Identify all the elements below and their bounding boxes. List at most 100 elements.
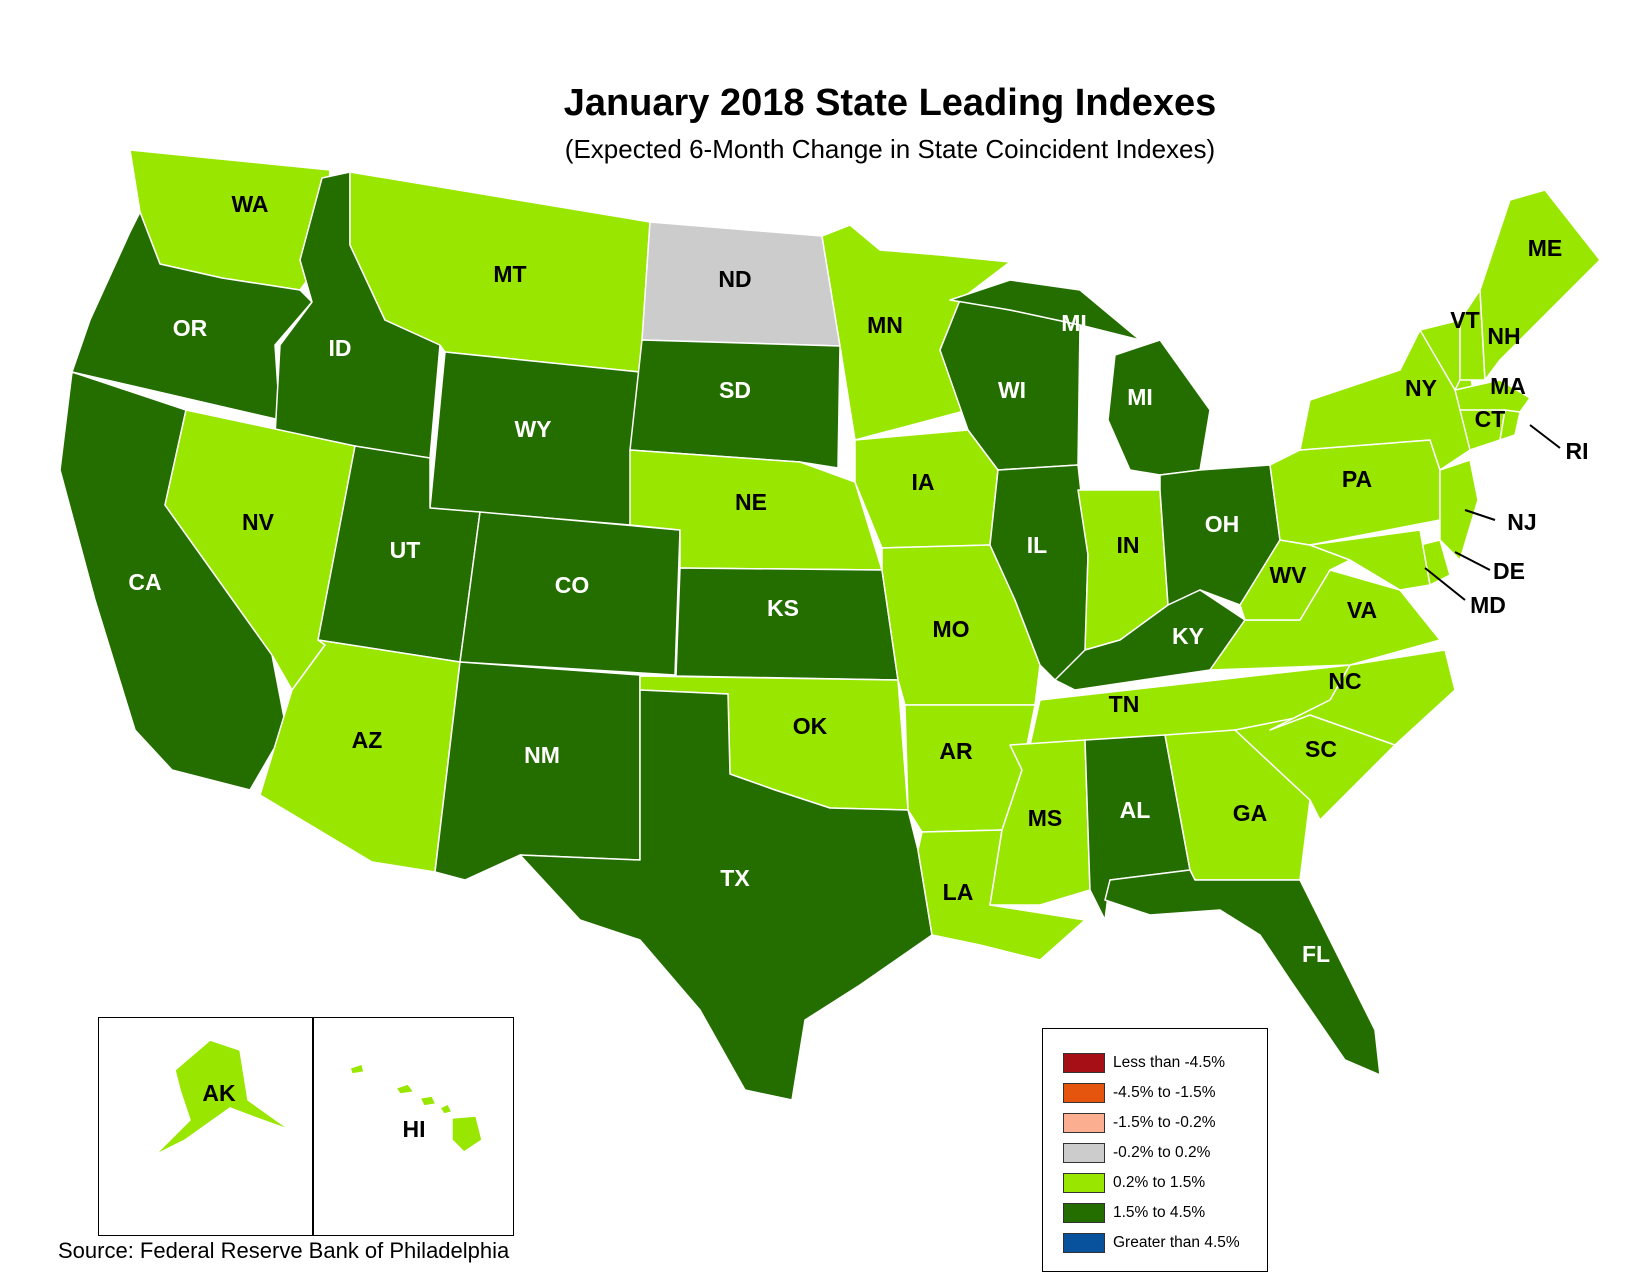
state-label-nm: NM xyxy=(524,742,560,768)
state-label-il: IL xyxy=(1027,532,1047,558)
state-me xyxy=(1479,189,1601,381)
state-label-vt: VT xyxy=(1450,307,1479,333)
state-label-ia: IA xyxy=(912,469,935,495)
state-label-wv: WV xyxy=(1269,562,1307,588)
state-fl xyxy=(1104,869,1381,1076)
state-label-pa: PA xyxy=(1342,466,1372,492)
legend-label: -4.5% to -1.5% xyxy=(1113,1084,1216,1101)
state-label-wi: WI xyxy=(998,377,1026,403)
leader-line-3 xyxy=(1454,551,1491,571)
state-label-co: CO xyxy=(555,572,590,598)
state-label-mi-lower: MI xyxy=(1127,384,1153,410)
state-mi-part-2 xyxy=(1107,339,1211,476)
legend-item: -4.5% to -1.5% xyxy=(1063,1082,1216,1104)
legend-item: 0.2% to 1.5% xyxy=(1063,1172,1205,1194)
state-label-me: ME xyxy=(1528,235,1563,261)
state-label-mn: MN xyxy=(867,312,903,338)
state-or xyxy=(71,211,313,421)
state-label-ri: RI xyxy=(1566,438,1589,464)
state-label-ky: KY xyxy=(1172,623,1204,649)
state-nm xyxy=(434,661,641,881)
state-label-id: ID xyxy=(329,335,352,361)
legend-swatch xyxy=(1063,1173,1105,1193)
state-hi-part-1 xyxy=(349,1063,365,1075)
state-label-mo: MO xyxy=(932,616,969,642)
state-label-va: VA xyxy=(1347,597,1377,623)
legend-item: -0.2% to 0.2% xyxy=(1063,1142,1210,1164)
legend-label: -0.2% to 0.2% xyxy=(1113,1144,1211,1161)
state-label-mt: MT xyxy=(493,261,526,287)
legend-item: Less than -4.5% xyxy=(1063,1052,1225,1074)
legend-label: -1.5% to -0.2% xyxy=(1113,1114,1216,1131)
state-label-ok: OK xyxy=(793,713,828,739)
state-nj xyxy=(1439,459,1479,561)
legend-swatch xyxy=(1063,1083,1105,1103)
state-label-hi: HI xyxy=(403,1116,426,1142)
map-title: January 2018 State Leading Indexes xyxy=(563,82,1217,124)
source-note: Source: Federal Reserve Bank of Philadel… xyxy=(58,1238,510,1263)
state-label-nj: NJ xyxy=(1507,509,1536,535)
hawaii-inset-frame xyxy=(312,1017,514,1236)
state-ks xyxy=(675,567,899,681)
state-label-sd: SD xyxy=(719,377,751,403)
legend: Less than -4.5% -4.5% to -1.5% -1.5% to -0… xyxy=(1042,1028,1268,1272)
leader-line-4 xyxy=(1424,567,1466,601)
state-ri xyxy=(1499,409,1521,441)
state-label-nd: ND xyxy=(718,266,751,292)
state-label-ks: KS xyxy=(767,595,799,621)
state-label-wa: WA xyxy=(231,191,268,217)
state-ky xyxy=(1054,589,1246,691)
legend-item: 1.5% to 4.5% xyxy=(1063,1202,1205,1224)
state-md xyxy=(1309,529,1431,591)
legend-swatch xyxy=(1063,1233,1105,1253)
legend-swatch xyxy=(1063,1053,1105,1073)
state-label-ca: CA xyxy=(128,569,161,595)
state-label-mi-upper: MI xyxy=(1061,310,1087,336)
state-label-ny: NY xyxy=(1405,375,1437,401)
state-label-de: DE xyxy=(1493,558,1525,584)
legend-label: 0.2% to 1.5% xyxy=(1113,1174,1206,1191)
state-hi-part-5 xyxy=(451,1115,483,1153)
state-label-or: OR xyxy=(173,315,208,341)
state-ak xyxy=(154,1039,291,1156)
state-ma xyxy=(1454,379,1531,413)
legend-swatch xyxy=(1063,1143,1105,1163)
leader-line-1 xyxy=(1529,424,1561,449)
state-sd xyxy=(629,339,841,469)
state-label-la: LA xyxy=(943,879,974,905)
state-hi-part-2 xyxy=(395,1083,415,1095)
alaska-inset-frame xyxy=(98,1017,314,1236)
state-label-ma: MA xyxy=(1490,373,1526,399)
state-label-nh: NH xyxy=(1487,323,1520,349)
state-label-nv: NV xyxy=(242,509,275,535)
label-leader-lines xyxy=(1424,424,1561,601)
legend-label: Greater than 4.5% xyxy=(1113,1234,1240,1251)
state-mi-part-1 xyxy=(949,279,1141,341)
state-label-fl: FL xyxy=(1302,941,1330,967)
legend-item: Greater than 4.5% xyxy=(1063,1232,1240,1254)
state-label-ut: UT xyxy=(390,537,421,563)
state-label-nc: NC xyxy=(1328,668,1361,694)
state-label-az: AZ xyxy=(352,727,383,753)
map-subtitle: (Expected 6-Month Change in State Coinci… xyxy=(564,134,1216,164)
state-hi-part-3 xyxy=(419,1095,437,1107)
state-label-ct: CT xyxy=(1475,406,1506,432)
state-tx xyxy=(519,689,933,1101)
state-label-oh: OH xyxy=(1205,511,1240,537)
state-label-al: AL xyxy=(1120,797,1151,823)
legend-label: Less than -4.5% xyxy=(1113,1054,1226,1071)
state-label-in: IN xyxy=(1117,532,1140,558)
state-label-sc: SC xyxy=(1305,736,1337,762)
state-nc xyxy=(1269,649,1456,746)
legend-item: -1.5% to -0.2% xyxy=(1063,1112,1216,1134)
state-label-tn: TN xyxy=(1109,691,1140,717)
state-label-ne: NE xyxy=(735,489,767,515)
state-label-ar: AR xyxy=(939,738,973,764)
leader-line-2 xyxy=(1464,509,1496,521)
state-pa xyxy=(1269,439,1441,546)
legend-swatch xyxy=(1063,1203,1105,1223)
legend-label: 1.5% to 4.5% xyxy=(1113,1204,1206,1221)
state-hi-part-4 xyxy=(439,1103,453,1115)
legend-swatch xyxy=(1063,1113,1105,1133)
